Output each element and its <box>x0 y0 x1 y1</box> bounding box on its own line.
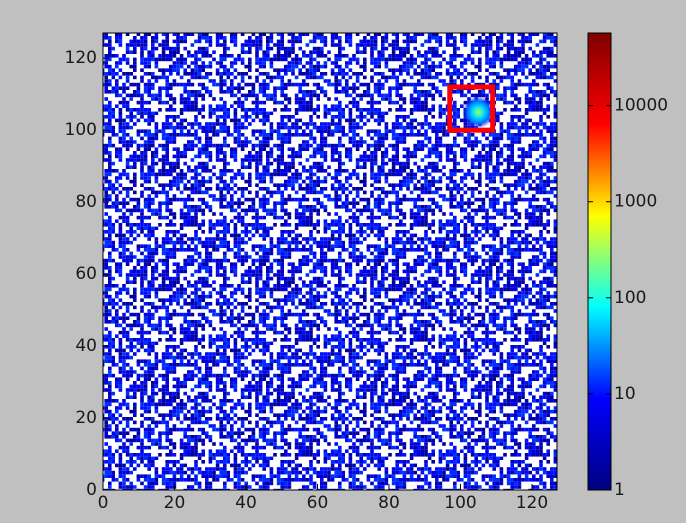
y-tick-label: 80 <box>75 192 97 212</box>
x-tick-label: 80 <box>378 493 400 513</box>
colorbar <box>587 32 612 491</box>
y-tick-label: 40 <box>75 336 97 356</box>
colorbar-tick-label: 1000 <box>614 192 657 212</box>
y-tick-label: 20 <box>75 408 97 428</box>
x-tick-label: 60 <box>307 493 329 513</box>
x-tick-label: 120 <box>516 493 548 513</box>
colorbar-tick-label: 10 <box>614 384 636 404</box>
colorbar-tick-label: 1 <box>614 480 625 500</box>
highlight-box <box>447 84 496 133</box>
y-tick-label: 100 <box>65 120 97 140</box>
x-tick-label: 20 <box>164 493 186 513</box>
y-tick-label: 120 <box>65 48 97 68</box>
x-tick-label: 40 <box>235 493 257 513</box>
colorbar-tick-label: 100 <box>614 288 646 308</box>
x-tick-label: 100 <box>444 493 476 513</box>
y-tick-label: 60 <box>75 264 97 284</box>
x-tick-label: 0 <box>98 493 109 513</box>
hotspot <box>462 96 495 129</box>
colorbar-tick-label: 10000 <box>614 96 668 116</box>
y-tick-label: 0 <box>86 480 97 500</box>
plot-frame <box>102 32 558 491</box>
